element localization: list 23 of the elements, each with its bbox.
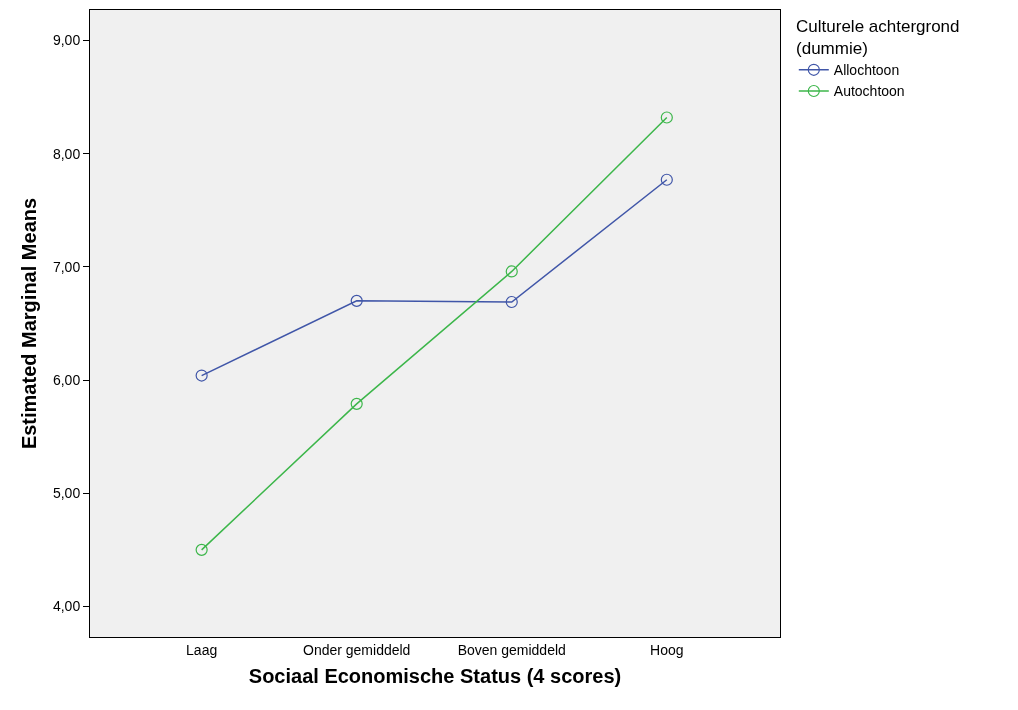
y-tick-label: 7,00 bbox=[52, 258, 81, 275]
x-axis-title: Sociaal Economische Status (4 scores) bbox=[248, 665, 622, 688]
x-tick-label: Boven gemiddeld bbox=[457, 641, 566, 658]
point bbox=[350, 397, 363, 410]
point bbox=[350, 294, 363, 307]
y-axis-title: Estimated Marginal Means bbox=[18, 197, 41, 450]
point bbox=[505, 295, 518, 309]
legend-title: Culturele achtergrond (dummie) bbox=[796, 17, 960, 59]
y-tick-label: 8,00 bbox=[52, 145, 81, 162]
x-tick-label: Onder gemiddeld bbox=[303, 641, 411, 658]
point bbox=[195, 369, 208, 382]
y-tick-label: 6,00 bbox=[52, 371, 81, 388]
legend-label: Autochtoon bbox=[833, 83, 905, 100]
legend-label: Allochtoon bbox=[833, 62, 900, 79]
y-tick-label: 9,00 bbox=[52, 32, 81, 49]
y-tick-label: 5,00 bbox=[52, 485, 81, 502]
x-tick-label: Laag bbox=[186, 641, 218, 658]
point bbox=[505, 265, 518, 278]
point bbox=[660, 173, 673, 186]
y-tick-label: 4,00 bbox=[52, 598, 81, 615]
x-tick-label: Hoog bbox=[650, 641, 684, 658]
point bbox=[660, 111, 673, 124]
point bbox=[195, 543, 208, 556]
